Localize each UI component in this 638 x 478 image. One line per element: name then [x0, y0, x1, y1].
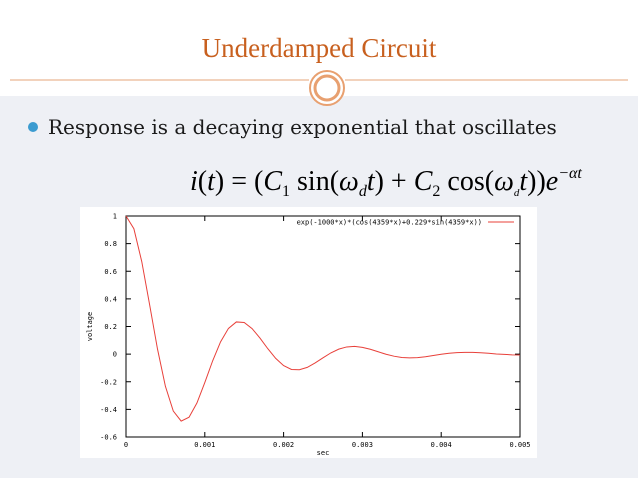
eq-part: ω — [494, 166, 514, 197]
y-tick-label: 0.8 — [104, 240, 117, 248]
y-axis-label: voltage — [86, 312, 94, 342]
y-tick-label: -0.2 — [100, 378, 117, 386]
eq-part: t — [519, 166, 528, 197]
eq-part: cos( — [440, 166, 494, 197]
y-tick-label: 0 — [113, 351, 117, 359]
x-tick-label: 0.005 — [509, 441, 530, 449]
eq-part: ω — [339, 166, 359, 197]
x-tick-label: 0.001 — [194, 441, 215, 449]
eq-part: i — [190, 166, 198, 197]
y-tick-label: -0.4 — [100, 406, 117, 414]
y-tick-label: 0.4 — [104, 295, 117, 303]
x-tick-label: 0 — [124, 441, 128, 449]
eq-part: 1 — [282, 183, 290, 200]
eq-part: ( — [198, 166, 207, 197]
eq-part: d — [514, 187, 520, 199]
y-tick-label: 0.6 — [104, 268, 117, 276]
x-tick-label: 0.003 — [352, 441, 373, 449]
legend-label: exp(-1000*x)*(cos(4359*x)+0.229*sin(4359… — [297, 219, 482, 227]
x-axis-label: sec — [317, 449, 330, 457]
y-tick-label: 0.2 — [104, 323, 117, 331]
ornament — [313, 74, 341, 102]
eq-part: e — [546, 166, 558, 197]
slide-title: Underdamped Circuit — [202, 33, 437, 63]
eq-part: t — [207, 166, 216, 197]
eq-part: ) = ( — [215, 166, 263, 197]
series-line — [125, 215, 521, 422]
eq-part: sin( — [290, 166, 339, 197]
eq-part: −αt — [558, 165, 582, 182]
bullet-dot — [28, 122, 38, 132]
eq-part: C — [414, 166, 433, 197]
x-tick-label: 0.004 — [431, 441, 452, 449]
equation: i(t) = (C1 sin(ωdt) + C2 cos(ωdt))e−αt — [190, 165, 582, 200]
x-tick-label: 0.002 — [273, 441, 294, 449]
eq-part: ) + — [375, 166, 414, 197]
eq-part: d — [359, 183, 368, 200]
eq-part: t — [367, 166, 376, 197]
eq-part: 2 — [432, 183, 440, 200]
eq-part: C — [263, 166, 282, 197]
y-tick-label: -0.6 — [100, 434, 117, 442]
chart-bg — [80, 207, 537, 458]
eq-part: )) — [527, 166, 546, 197]
y-tick-label: 1 — [113, 213, 117, 221]
chart: -0.6 -0.4 -0.2 0 0.2 0.4 0.6 0.8 1 0 0.001 0.002 0.0… — [80, 207, 537, 458]
bullet-text: Response is a decaying exponential that … — [48, 115, 557, 139]
